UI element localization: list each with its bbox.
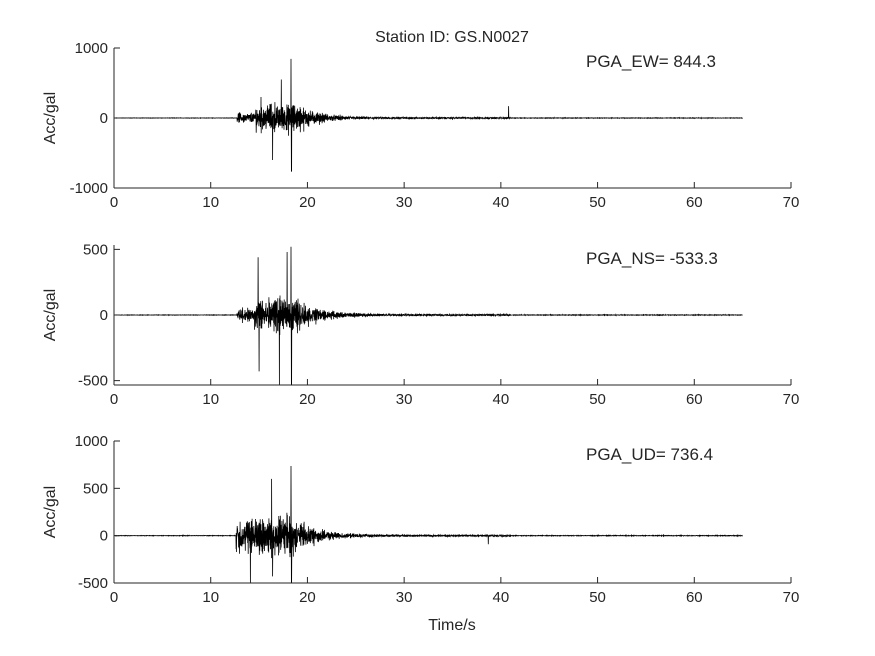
x-tick-label: 60 xyxy=(686,589,703,606)
x-tick-label: 30 xyxy=(396,194,413,211)
x-tick-label: 20 xyxy=(299,194,316,211)
y-tick-label: 500 xyxy=(83,480,108,497)
x-tick-label: 10 xyxy=(202,194,219,211)
x-axis-label: Time/s xyxy=(428,617,475,634)
pga-annotation: PGA_NS= -533.3 xyxy=(586,249,718,268)
x-tick-label: 40 xyxy=(493,194,510,211)
x-tick-label: 0 xyxy=(110,194,118,211)
y-axis-label: Acc/gal xyxy=(42,92,59,144)
x-tick-label: 70 xyxy=(783,391,800,408)
y-tick-label: 1000 xyxy=(75,433,108,450)
x-tick-label: 30 xyxy=(396,391,413,408)
x-tick-label: 50 xyxy=(589,391,606,408)
y-tick-label: -500 xyxy=(78,373,108,390)
y-tick-label: 0 xyxy=(100,307,108,324)
y-tick-label: 500 xyxy=(83,241,108,258)
x-tick-label: 0 xyxy=(110,589,118,606)
x-tick-label: 20 xyxy=(299,589,316,606)
subplot-3: 0 10 20 30 40 50 60 70-50005001000Acc/galPGA_UD… xyxy=(42,433,799,606)
y-tick-label: 0 xyxy=(100,110,108,127)
x-tick-label: 40 xyxy=(493,589,510,606)
x-tick-label: 0 xyxy=(110,391,118,408)
y-tick-label: 0 xyxy=(100,528,108,545)
y-axis-label: Acc/gal xyxy=(42,289,59,341)
x-tick-label: 60 xyxy=(686,194,703,211)
x-tick-label: 10 xyxy=(202,391,219,408)
x-tick-label: 50 xyxy=(589,194,606,211)
x-tick-label: 40 xyxy=(493,391,510,408)
x-tick-label: 70 xyxy=(783,589,800,606)
y-axis-label: Acc/gal xyxy=(42,486,59,538)
x-tick-label: 20 xyxy=(299,391,316,408)
x-tick-label: 60 xyxy=(686,391,703,408)
y-tick-label: -500 xyxy=(78,575,108,592)
y-tick-label: 1000 xyxy=(75,40,108,57)
x-tick-label: 50 xyxy=(589,589,606,606)
chart-title: Station ID: GS.N0027 xyxy=(375,29,529,46)
waveform-line xyxy=(113,58,743,172)
pga-annotation: PGA_UD= 736.4 xyxy=(586,445,713,464)
y-tick-label: -1000 xyxy=(70,180,108,197)
subplot-1: 0 10 20 30 40 50 60 70-100001000Acc/galPGA_EW= … xyxy=(42,40,799,211)
x-tick-label: 10 xyxy=(202,589,219,606)
pga-annotation: PGA_EW= 844.3 xyxy=(586,52,716,71)
x-tick-label: 30 xyxy=(396,589,413,606)
waveform-line xyxy=(114,246,743,386)
x-tick-label: 70 xyxy=(783,194,800,211)
waveform-line xyxy=(113,465,743,584)
